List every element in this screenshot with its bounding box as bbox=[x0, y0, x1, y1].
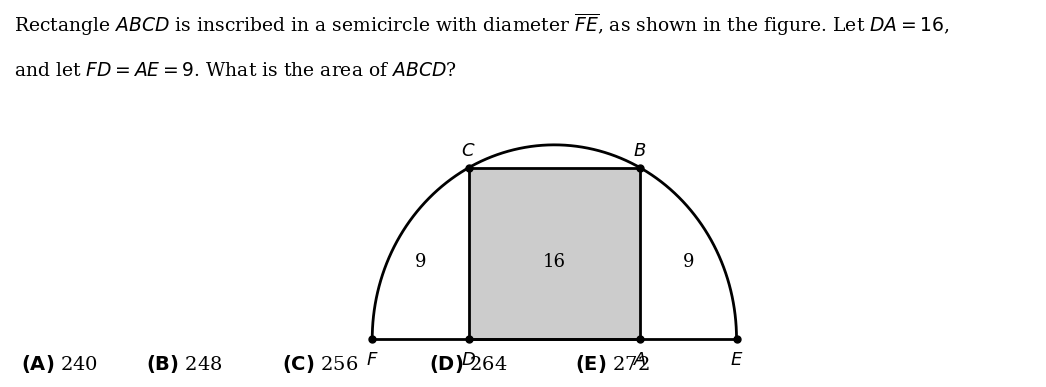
Text: $\mathbf{(E)}$ 272: $\mathbf{(E)}$ 272 bbox=[575, 353, 650, 375]
Text: $\mathbf{(B)}$ 248: $\mathbf{(B)}$ 248 bbox=[146, 353, 223, 375]
Text: $E$: $E$ bbox=[730, 351, 744, 368]
Bar bbox=[469, 168, 640, 339]
Text: and let $\mathit{FD} = \mathit{AE} = 9$. What is the area of $\mathit{ABCD}$?: and let $\mathit{FD} = \mathit{AE} = 9$.… bbox=[14, 62, 456, 80]
Text: 9: 9 bbox=[683, 253, 695, 271]
Text: $A$: $A$ bbox=[633, 351, 647, 368]
Text: Rectangle $\mathit{ABCD}$ is inscribed in a semicircle with diameter $\overline{: Rectangle $\mathit{ABCD}$ is inscribed i… bbox=[14, 12, 950, 38]
Text: $\mathbf{(C)}$ 256: $\mathbf{(C)}$ 256 bbox=[282, 353, 359, 375]
Text: $\mathbf{(A)}$ 240: $\mathbf{(A)}$ 240 bbox=[21, 353, 98, 375]
Text: $F$: $F$ bbox=[366, 351, 379, 368]
Text: 9: 9 bbox=[414, 253, 426, 271]
Text: $B$: $B$ bbox=[634, 142, 646, 160]
Text: $\mathbf{(D)}$ 264: $\mathbf{(D)}$ 264 bbox=[429, 353, 507, 375]
Text: $D$: $D$ bbox=[461, 351, 476, 368]
Text: $C$: $C$ bbox=[461, 142, 476, 160]
Text: 16: 16 bbox=[543, 253, 566, 271]
